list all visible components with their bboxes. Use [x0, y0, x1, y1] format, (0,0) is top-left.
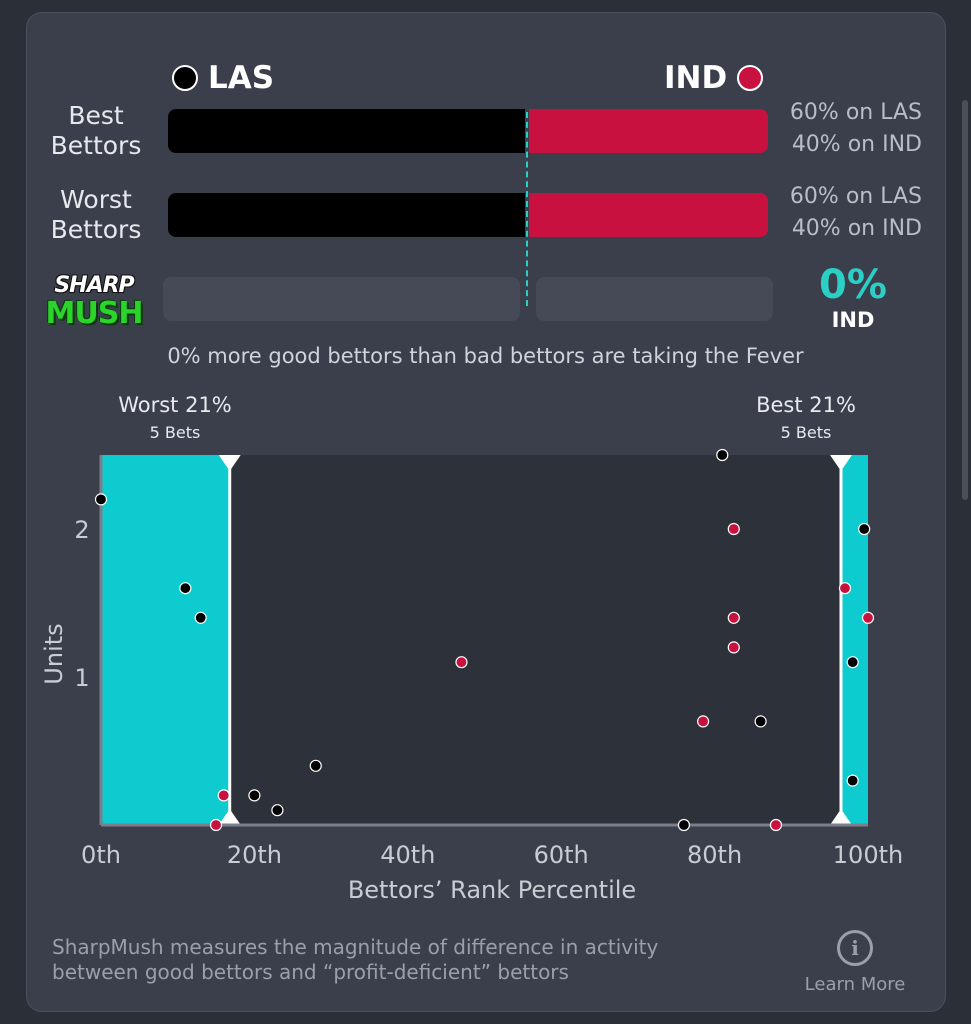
- best-bettors-left-segment: [168, 109, 526, 153]
- scrollbar[interactable]: [962, 100, 968, 500]
- learn-more-button[interactable]: i Learn More: [800, 930, 910, 995]
- point-las: [754, 715, 767, 728]
- point-las: [94, 493, 108, 506]
- team-left-dot: [172, 65, 198, 91]
- point-las: [309, 759, 322, 772]
- best-region-label: Best 21%: [756, 393, 856, 417]
- learn-more-label[interactable]: Learn More: [804, 974, 906, 995]
- sharpmush-track-left: [163, 277, 520, 321]
- point-las: [716, 448, 729, 462]
- units-scatter-chart: Worst 21% 5 Bets Best 21% 5 Bets 0th 20th 40th…: [40, 393, 903, 904]
- sharpmush-team: IND: [831, 308, 875, 332]
- info-icon[interactable]: i: [837, 930, 873, 966]
- point-ind: [861, 611, 875, 624]
- sharpmush-value: 0%: [819, 262, 887, 308]
- point-las: [271, 804, 284, 817]
- point-ind: [838, 582, 852, 595]
- best-bettors-right-segment: [529, 109, 768, 153]
- center-divider-line: [526, 112, 528, 306]
- worst-region: [101, 455, 230, 825]
- x-tick-label: 80th: [687, 841, 742, 869]
- worst-bettors-bar: [168, 193, 768, 237]
- team-left-code: LAS: [208, 60, 275, 96]
- x-axis-label: Bettors’ Rank Percentile: [348, 876, 636, 904]
- point-ind: [727, 611, 740, 624]
- point-las: [248, 789, 261, 802]
- worst-boundary-top-marker: [218, 455, 241, 471]
- sharpmush-logo: SHARP MUSH: [45, 273, 144, 331]
- x-tick-label: 20th: [227, 841, 282, 869]
- x-tick-label: 40th: [380, 841, 435, 869]
- team-right-legend: IND: [664, 60, 764, 96]
- point-las: [858, 522, 871, 536]
- worst-region-label: Worst 21%: [118, 393, 232, 417]
- summary-text: 0% more good bettors than bad bettors ar…: [167, 344, 804, 368]
- best-boundary-top-marker: [829, 455, 852, 471]
- best-region-sublabel: 5 Bets: [781, 423, 832, 442]
- point-ind: [727, 522, 740, 536]
- best-boundary-bottom-marker: [829, 809, 852, 825]
- best-bettors-bar: [168, 109, 768, 153]
- x-tick-label: 60th: [534, 841, 589, 869]
- x-tick-label: 0th: [81, 841, 121, 869]
- worst-bettors-label: Worst Bettors: [50, 185, 142, 244]
- point-las: [846, 774, 859, 787]
- point-ind: [769, 818, 783, 832]
- point-las: [179, 582, 192, 595]
- worst-bettors-split: 60% on LAS 40% on IND: [789, 184, 922, 241]
- best-bettors-label: Best Bettors: [50, 101, 142, 160]
- y-tick-label: 1: [74, 664, 89, 692]
- footer-description: SharpMush measures the magnitude of diff…: [52, 935, 659, 984]
- team-right-dot: [737, 65, 764, 91]
- point-ind: [209, 818, 223, 832]
- best-region: [840, 455, 868, 825]
- worst-bettors-right-segment: [529, 193, 768, 237]
- point-las: [194, 611, 207, 624]
- y-axis-label: Units: [40, 623, 68, 684]
- worst-region-sublabel: 5 Bets: [150, 423, 201, 442]
- x-tick-label: 100th: [833, 841, 903, 869]
- y-tick-label: 2: [74, 516, 89, 544]
- worst-boundary-bottom-marker: [218, 809, 241, 825]
- worst-bettors-left-segment: [168, 193, 526, 237]
- team-left-legend: LAS: [172, 60, 274, 96]
- point-ind: [696, 715, 710, 728]
- point-ind: [217, 789, 230, 802]
- team-right-code: IND: [664, 60, 728, 96]
- point-las: [677, 818, 691, 832]
- best-bettors-split: 60% on LAS 40% on IND: [789, 100, 922, 157]
- point-las: [846, 656, 859, 669]
- point-ind: [727, 641, 740, 654]
- point-ind: [455, 656, 468, 669]
- sharpmush-track-right: [536, 277, 773, 321]
